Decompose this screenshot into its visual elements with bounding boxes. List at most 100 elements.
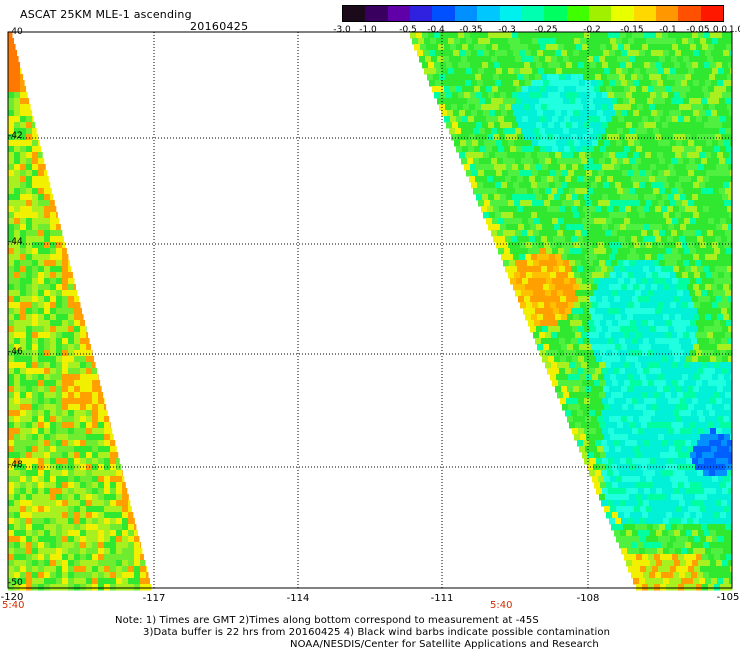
swath-cell bbox=[44, 566, 51, 573]
swath-cell bbox=[604, 68, 611, 75]
swath-cell bbox=[14, 284, 21, 291]
swath-cell bbox=[663, 344, 670, 351]
swath-cell bbox=[478, 170, 485, 177]
swath-cell bbox=[68, 404, 75, 411]
swath-cell bbox=[50, 320, 57, 327]
swath-cell bbox=[44, 212, 51, 219]
swath-cell bbox=[549, 80, 556, 87]
swath-cell bbox=[62, 422, 69, 429]
swath-cell bbox=[532, 68, 539, 75]
swath-cell bbox=[478, 38, 485, 45]
swath-cell bbox=[452, 32, 459, 39]
swath-cell bbox=[702, 320, 709, 327]
swath-cell bbox=[496, 170, 503, 177]
swath-cell bbox=[551, 158, 558, 165]
swath-cell bbox=[692, 530, 699, 537]
swath-cell bbox=[32, 320, 39, 327]
swath-cell bbox=[14, 566, 21, 573]
swath-cell bbox=[50, 542, 57, 549]
swath-cell bbox=[723, 182, 730, 189]
swath-cell bbox=[586, 242, 593, 249]
swath-cell bbox=[544, 170, 551, 177]
swath-cell bbox=[649, 410, 656, 417]
swath-cell bbox=[594, 218, 601, 225]
swath-cell bbox=[626, 560, 633, 567]
lon-label: -117 bbox=[142, 593, 166, 604]
swath-cell bbox=[134, 578, 141, 585]
swath-cell bbox=[633, 314, 640, 321]
swath-cell bbox=[679, 236, 686, 243]
swath-cell bbox=[680, 560, 687, 567]
swath-cell bbox=[516, 86, 523, 93]
swath-cell bbox=[530, 122, 537, 129]
swath-cell bbox=[570, 320, 577, 327]
swath-cell bbox=[603, 110, 610, 117]
swath-cell bbox=[708, 116, 715, 123]
swath-cell bbox=[98, 452, 105, 459]
swath-cell bbox=[92, 482, 99, 489]
swath-cell bbox=[603, 344, 610, 351]
swath-cell bbox=[650, 488, 657, 495]
swath-cell bbox=[680, 428, 687, 435]
swath-cell bbox=[8, 524, 15, 531]
swath-cell bbox=[38, 572, 45, 579]
swath-cell bbox=[694, 374, 701, 381]
swath-cell bbox=[717, 386, 724, 393]
swath-cell bbox=[616, 242, 623, 249]
swath-cell bbox=[648, 86, 655, 93]
swath-cell bbox=[561, 212, 568, 219]
swath-cell bbox=[709, 134, 716, 141]
swath-cell bbox=[627, 416, 634, 423]
swath-cell bbox=[492, 116, 499, 123]
swath-cell bbox=[8, 536, 15, 543]
swath-cell bbox=[14, 122, 21, 129]
swath-cell bbox=[44, 326, 51, 333]
swath-cell bbox=[529, 236, 536, 243]
swath-cell bbox=[50, 338, 57, 345]
swath-cell bbox=[664, 272, 671, 279]
swath-cell bbox=[674, 428, 681, 435]
swath-cell bbox=[582, 146, 589, 153]
swath-cell bbox=[661, 206, 668, 213]
swath-cell bbox=[609, 212, 616, 219]
swath-cell bbox=[595, 134, 602, 141]
swath-cell bbox=[704, 194, 711, 201]
swath-cell bbox=[628, 506, 635, 513]
swath-cell bbox=[653, 188, 660, 195]
swath-cell bbox=[614, 326, 621, 333]
swath-cell bbox=[549, 110, 556, 117]
swath-cell bbox=[612, 116, 619, 123]
swath-cell bbox=[14, 230, 21, 237]
swath-cell bbox=[602, 32, 609, 39]
swath-cell bbox=[631, 572, 638, 579]
swath-cell bbox=[74, 338, 81, 345]
swath-cell bbox=[682, 170, 689, 177]
swath-cell bbox=[694, 434, 701, 441]
swath-cell bbox=[701, 98, 708, 105]
swath-cell bbox=[698, 224, 705, 231]
swath-cell bbox=[50, 440, 57, 447]
swath-cell bbox=[546, 86, 553, 93]
swath-cell bbox=[589, 308, 596, 315]
swath-cell bbox=[20, 368, 27, 375]
swath-cell bbox=[513, 254, 520, 261]
swath-cell bbox=[635, 494, 642, 501]
swath-cell bbox=[715, 104, 722, 111]
swath-cell bbox=[603, 446, 610, 453]
swath-cell bbox=[713, 188, 720, 195]
swath-cell bbox=[68, 500, 75, 507]
swath-cell bbox=[568, 374, 575, 381]
swath-cell bbox=[110, 530, 117, 537]
swath-cell bbox=[581, 362, 588, 369]
swath-cell bbox=[647, 188, 654, 195]
swath-cell bbox=[128, 566, 135, 573]
swath-cell bbox=[32, 194, 39, 201]
swath-cell bbox=[14, 542, 21, 549]
swath-cell bbox=[716, 32, 723, 39]
swath-cell bbox=[715, 500, 722, 507]
swath-cell bbox=[707, 158, 714, 165]
swath-cell bbox=[714, 584, 721, 591]
swath-cell bbox=[38, 182, 45, 189]
swath-cell bbox=[666, 482, 673, 489]
swath-cell bbox=[550, 140, 557, 147]
